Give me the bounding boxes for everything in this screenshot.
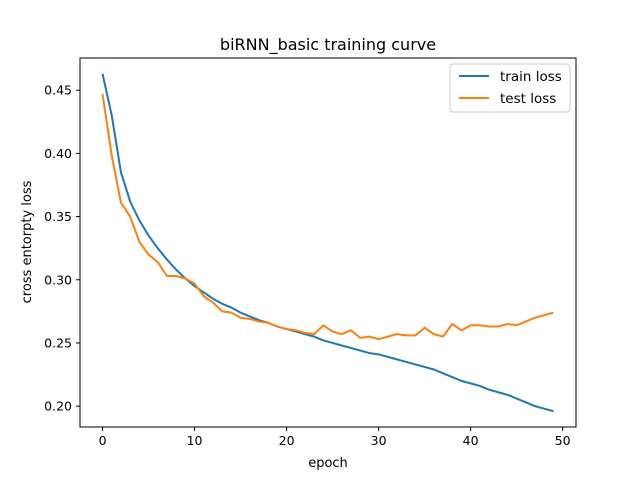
chart-title: biRNN_basic training curve bbox=[220, 35, 436, 55]
y-tick-label: 0.25 bbox=[44, 335, 72, 350]
plot-area bbox=[80, 58, 576, 427]
x-tick-label: 50 bbox=[555, 433, 571, 448]
x-tick-label: 30 bbox=[371, 433, 387, 448]
y-tick-label: 0.40 bbox=[44, 146, 72, 161]
series-line-train-loss bbox=[101, 73, 554, 413]
ticks-layer: 0 10 20 30 40 50 0.20 0.25 0.30 0.35 0.40 0.45 bbox=[44, 83, 571, 448]
y-tick-label: 0.35 bbox=[44, 209, 72, 224]
series-line-test-loss bbox=[101, 93, 554, 341]
x-tick-label: 0 bbox=[99, 433, 107, 448]
y-axis-label: cross entorpty loss bbox=[20, 180, 35, 303]
y-tick-label: 0.45 bbox=[44, 83, 72, 98]
x-tick-label: 10 bbox=[187, 433, 203, 448]
legend-label-train-loss: train loss bbox=[500, 69, 562, 85]
x-tick-label: 20 bbox=[279, 433, 295, 448]
plot-frame bbox=[79, 57, 577, 428]
x-axis-label: epoch bbox=[308, 456, 348, 471]
series-layer bbox=[101, 73, 554, 413]
y-tick-label: 0.30 bbox=[44, 272, 72, 287]
y-tick-label: 0.20 bbox=[44, 399, 72, 414]
legend: train loss test loss bbox=[449, 63, 571, 113]
x-tick-label: 40 bbox=[463, 433, 479, 448]
legend-label-test-loss: test loss bbox=[500, 91, 556, 107]
